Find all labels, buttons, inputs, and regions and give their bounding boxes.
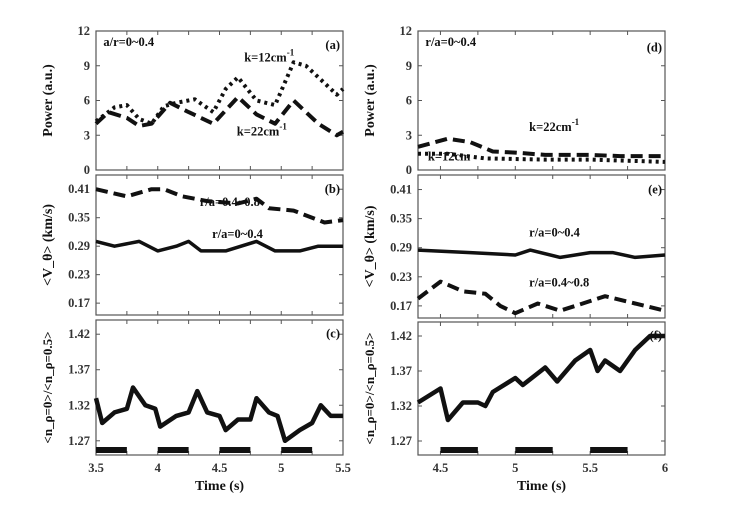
y-tick-label: 12 bbox=[400, 24, 413, 38]
y-tick-label: 1.32 bbox=[68, 398, 90, 412]
panel-e: 0.17 0.23 0.29 0.35 0.41 <V_θ> (km/s) r/a=0~0.… bbox=[363, 174, 666, 319]
y-tick-label: 0.17 bbox=[68, 296, 90, 310]
series-line-thick bbox=[93, 385, 343, 444]
x-tick-label: 5 bbox=[278, 461, 284, 475]
series-line-thick bbox=[416, 333, 665, 423]
region-annotation: r/a=0~0.4 bbox=[425, 35, 477, 49]
y-tick-label: 3 bbox=[84, 128, 90, 142]
y-tick-label: 1.42 bbox=[68, 327, 90, 341]
series-label: k=22cm-1 bbox=[237, 121, 288, 138]
series-label: k=12cm bbox=[428, 149, 471, 163]
y-tick-label: 0.23 bbox=[390, 270, 412, 284]
series-label: k=12cm-1 bbox=[244, 48, 295, 65]
series-label: r/a=0.4~0.8 bbox=[529, 276, 589, 290]
heating-period-bar bbox=[590, 447, 628, 453]
y-tick-label: 1.42 bbox=[390, 329, 412, 343]
y-tick-label: 1.27 bbox=[68, 434, 90, 448]
series-line-dashed bbox=[417, 136, 665, 159]
x-tick-label: 4.5 bbox=[433, 461, 449, 475]
series-line-dashed bbox=[95, 187, 344, 225]
series-label: r/a=0~0.4 bbox=[212, 227, 264, 241]
axes-frame bbox=[417, 321, 666, 456]
series-label: r/a=0.4~0.8 bbox=[200, 195, 260, 209]
x-tick-label: 4 bbox=[155, 461, 162, 475]
panel-label: (e) bbox=[648, 182, 662, 196]
y-axis-label: Power (a.u.) bbox=[41, 64, 56, 137]
y-tick-label: 1.37 bbox=[68, 363, 90, 377]
panel-label: (a) bbox=[325, 38, 340, 52]
heating-period-bar bbox=[515, 447, 553, 453]
x-axis-label: Time (s) bbox=[195, 479, 244, 494]
y-tick-label: 9 bbox=[84, 59, 90, 73]
y-tick-label: 1.32 bbox=[390, 399, 412, 413]
y-tick-label: 0.29 bbox=[390, 241, 412, 255]
y-tick-label: 3 bbox=[406, 128, 412, 142]
y-axis-label: <n_ρ=0>/<n_ρ=0.5> bbox=[40, 331, 55, 443]
y-tick-label: 0.17 bbox=[390, 299, 412, 313]
series-label: r/a=0~0.4 bbox=[529, 225, 581, 239]
panel-d: 0 3 6 9 12 Power (a.u.) k=22cm-1 k=12cm r/a=0~0.… bbox=[363, 24, 666, 177]
axes-frame bbox=[417, 174, 666, 319]
y-tick-label: 0.23 bbox=[68, 268, 90, 282]
panel-c: 1.27 1.32 1.37 1.42 3.5 4 4.5 5 5.5 Time (s) <n_ρ=… bbox=[40, 319, 351, 494]
panel-b: 0.17 0.23 0.29 0.35 0.41 <V_θ> (km/s) r/a=0.4~… bbox=[41, 174, 344, 316]
panel-label: (b) bbox=[325, 182, 340, 196]
y-tick-label: 0.41 bbox=[390, 183, 412, 197]
y-axis-label: <V_θ> (km/s) bbox=[41, 204, 56, 286]
heating-period-bar bbox=[219, 447, 251, 453]
panel-label: (f) bbox=[650, 328, 663, 342]
y-tick-label: 0.41 bbox=[68, 182, 90, 196]
panel-label: (c) bbox=[326, 327, 340, 341]
y-tick-label: 12 bbox=[78, 24, 91, 38]
y-tick-label: 1.37 bbox=[390, 364, 412, 378]
series-line-solid bbox=[417, 248, 666, 260]
heating-period-bar bbox=[281, 447, 313, 453]
y-axis-label: <n_ρ=0>/<n_ρ=0.5> bbox=[362, 332, 377, 444]
x-tick-label: 5.5 bbox=[335, 461, 351, 475]
series-line-dashed bbox=[94, 95, 344, 138]
y-axis-label: Power (a.u.) bbox=[363, 64, 378, 137]
heating-period-bar bbox=[157, 447, 189, 453]
x-tick-label: 4.5 bbox=[212, 461, 228, 475]
y-tick-label: 0 bbox=[84, 163, 90, 177]
y-axis-label: <V_θ> (km/s) bbox=[363, 205, 378, 287]
panel-f: 1.27 1.32 1.37 1.42 4.5 5 5.5 6 Time (s) <n_ρ=0>/… bbox=[362, 321, 668, 494]
x-tick-label: 6 bbox=[662, 461, 668, 475]
series-line-dotted bbox=[418, 151, 666, 164]
y-tick-label: 1.27 bbox=[390, 434, 412, 448]
y-tick-label: 0.35 bbox=[68, 211, 90, 225]
series-label: k=22cm-1 bbox=[529, 117, 580, 134]
y-tick-label: 0 bbox=[406, 163, 412, 177]
y-tick-label: 0.29 bbox=[68, 239, 90, 253]
region-annotation: a/r=0~0.4 bbox=[103, 35, 155, 49]
panel-label: (d) bbox=[647, 41, 662, 55]
x-tick-label: 3.5 bbox=[88, 461, 104, 475]
x-tick-label: 5 bbox=[512, 461, 518, 475]
x-axis-label: Time (s) bbox=[517, 479, 566, 494]
x-tick-label: 5.5 bbox=[582, 461, 598, 475]
series-line-solid bbox=[95, 239, 343, 253]
heating-period-bar bbox=[440, 447, 478, 453]
series-line-dotted bbox=[94, 60, 345, 126]
panel-a: 0 3 6 9 12 Power (a.u.) k=12cm-1 k=22cm-1 a/r=0~… bbox=[41, 24, 345, 177]
y-tick-label: 0.35 bbox=[390, 212, 412, 226]
y-tick-label: 6 bbox=[406, 94, 412, 108]
y-tick-label: 6 bbox=[84, 94, 90, 108]
heating-period-bar bbox=[96, 447, 127, 453]
y-tick-label: 9 bbox=[406, 59, 412, 73]
